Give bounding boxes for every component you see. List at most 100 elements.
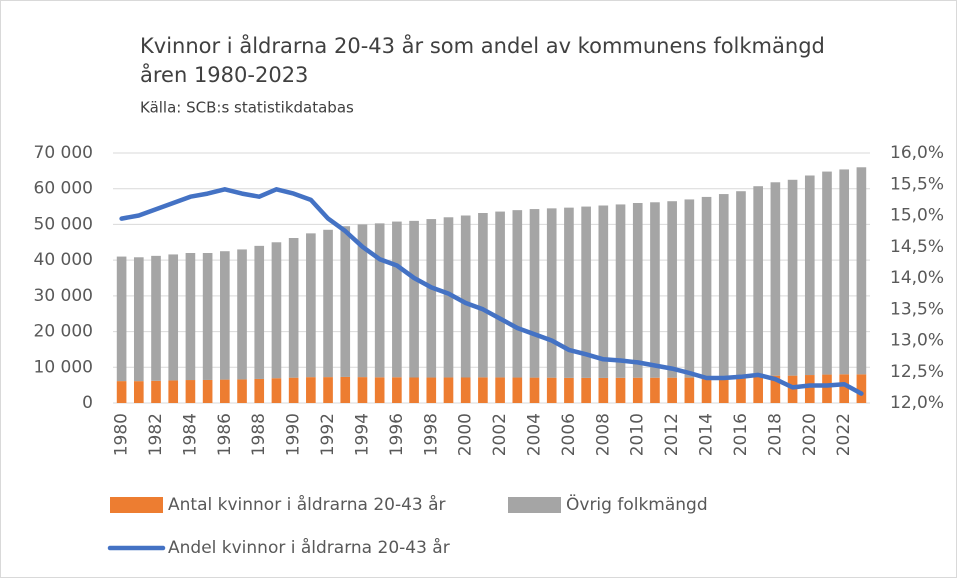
x-tick-label: 2000 [456, 413, 476, 456]
bar [856, 167, 867, 375]
bar [546, 208, 557, 378]
chart-subtitle: Källa: SCB:s statistikdatabas [140, 99, 354, 117]
line [119, 187, 864, 396]
bar [323, 229, 333, 378]
bar [564, 377, 574, 403]
x-tick-label: 1996 [387, 413, 407, 456]
bar [650, 377, 660, 403]
bar [151, 380, 161, 403]
x-tick-label: 1990 [284, 413, 304, 456]
y-tick-label: 70 000 [34, 143, 93, 163]
bar [288, 238, 299, 378]
bar [288, 377, 299, 403]
chart-title: Kvinnor i åldrarna 20-43 år som andel av… [140, 33, 825, 58]
bar [185, 253, 196, 381]
y-tick-label: 10 000 [34, 357, 93, 377]
bar [512, 210, 523, 378]
bar [323, 377, 333, 403]
bar [529, 209, 540, 378]
chart-title: åren 1980-2023 [140, 62, 308, 87]
y2-tick-label: 13,0% [890, 331, 944, 351]
x-tick-label: 1986 [215, 413, 235, 456]
x-tick-label: 1998 [421, 413, 441, 456]
y2-tick-label: 13,5% [890, 299, 944, 319]
bar [271, 378, 282, 403]
bar [684, 377, 695, 403]
x-tick-label: 2020 [800, 413, 820, 456]
bar [770, 375, 781, 403]
bar [168, 380, 179, 403]
bar [581, 377, 591, 403]
legend-label: Antal kvinnor i åldrarna 20-43 år [168, 494, 446, 515]
x-tick-label: 2022 [834, 413, 854, 456]
x-tick-label: 2012 [662, 413, 682, 456]
bar [237, 249, 247, 380]
bar [804, 375, 815, 403]
bar [443, 377, 454, 403]
bar [770, 182, 781, 376]
bar [736, 376, 746, 403]
bar [306, 377, 316, 403]
bar [340, 226, 351, 377]
bar [598, 377, 609, 403]
bar [822, 171, 832, 375]
x-tick-label: 1980 [112, 413, 132, 456]
x-tick-label: 2004 [525, 413, 545, 456]
bar [856, 374, 867, 403]
bar [409, 377, 419, 403]
bar [615, 204, 626, 378]
y-tick-label: 50 000 [34, 214, 93, 234]
bar [306, 233, 316, 378]
bar [718, 377, 729, 403]
x-tick-label: 1992 [318, 413, 338, 456]
bar [443, 217, 454, 378]
bar [185, 380, 196, 403]
bar [116, 256, 127, 382]
bar [581, 206, 591, 378]
bar [374, 223, 385, 378]
y2-tick-label: 12,0% [890, 393, 944, 413]
bar [254, 378, 265, 403]
x-tick-label: 2014 [697, 413, 717, 456]
bar [615, 377, 626, 403]
bar [460, 215, 471, 378]
x-tick-label: 2002 [490, 413, 510, 456]
bar [804, 175, 815, 376]
bar [271, 242, 282, 379]
y2-tick-label: 14,0% [890, 268, 944, 288]
bar [392, 377, 402, 403]
bar [478, 213, 488, 378]
x-tick-label: 2010 [628, 413, 648, 456]
bar [340, 376, 351, 403]
bar [220, 379, 230, 403]
y2-tick-label: 15,5% [890, 174, 944, 194]
bar [409, 220, 419, 378]
x-tick-label: 1994 [352, 413, 372, 456]
bar [839, 169, 850, 375]
bar [787, 179, 798, 376]
bar [822, 374, 832, 403]
bar [478, 377, 488, 403]
bar [202, 379, 213, 403]
y-tick-label: 40 000 [34, 250, 93, 270]
bar [736, 191, 746, 377]
bar [357, 224, 368, 378]
bar [546, 377, 557, 403]
bar [701, 196, 712, 378]
bar [650, 202, 660, 378]
legend-label: Övrig folkmängd [566, 493, 708, 515]
bar [632, 377, 643, 403]
bar [202, 253, 213, 380]
bar [564, 207, 574, 378]
x-tick-label: 1982 [146, 413, 166, 456]
x-tick-label: 2006 [559, 413, 579, 456]
bar [133, 257, 144, 382]
bar [116, 381, 127, 403]
y2-tick-label: 14,5% [890, 237, 944, 257]
bar [753, 186, 763, 376]
bar [460, 377, 471, 403]
y2-tick-label: 16,0% [890, 143, 944, 163]
bar [151, 255, 161, 381]
x-tick-label: 2016 [731, 413, 751, 456]
